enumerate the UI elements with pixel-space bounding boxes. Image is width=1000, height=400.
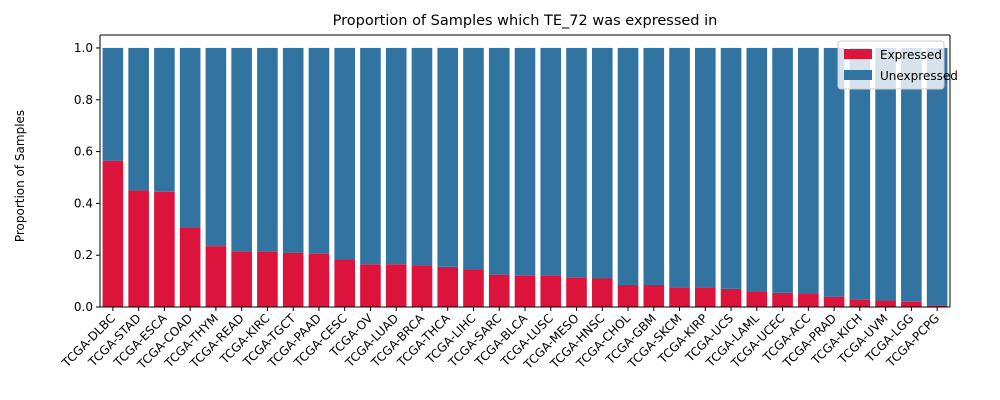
bar-expressed-tcga-coad	[179, 227, 201, 307]
bar-unexpressed-tcga-read	[231, 47, 252, 252]
bar-expressed-tcga-prad	[823, 296, 845, 307]
bar-expressed-tcga-ucec	[772, 292, 793, 307]
bar-expressed-tcga-hnsc	[591, 278, 613, 307]
bar-unexpressed-tcga-kich	[849, 47, 871, 300]
bar-expressed-tcga-luad	[385, 264, 407, 307]
y-axis-label: Proportion of Samples	[13, 110, 27, 242]
bar-unexpressed-tcga-coad	[179, 47, 201, 228]
y-tick-label: 0.6	[74, 145, 93, 159]
bar-unexpressed-tcga-lgg	[901, 47, 922, 302]
bar-expressed-tcga-laml	[746, 291, 768, 307]
bar-expressed-tcga-lihc	[463, 269, 484, 307]
bar-unexpressed-tcga-pcpg	[926, 47, 948, 306]
bar-unexpressed-tcga-tgct	[282, 47, 304, 253]
legend-label-unexpressed: Unexpressed	[880, 69, 958, 83]
bar-expressed-tcga-meso	[566, 277, 587, 307]
y-tick-label: 0.0	[74, 300, 93, 314]
bar-unexpressed-tcga-gbm	[643, 47, 665, 285]
y-tick-label: 0.8	[74, 93, 93, 107]
bar-unexpressed-tcga-luad	[385, 47, 407, 265]
bar-unexpressed-tcga-hnsc	[591, 47, 613, 279]
bar-expressed-tcga-paad	[308, 253, 330, 307]
bar-unexpressed-tcga-thca	[437, 47, 459, 267]
bar-expressed-tcga-brca	[411, 265, 433, 307]
bar-expressed-tcga-uvm	[875, 300, 896, 307]
bars-group	[102, 47, 948, 307]
bar-unexpressed-tcga-chol	[617, 47, 639, 285]
bar-expressed-tcga-kich	[849, 299, 871, 307]
bar-expressed-tcga-thym	[205, 246, 227, 307]
y-tick-label: 1.0	[74, 41, 93, 55]
bar-expressed-tcga-kirc	[257, 251, 278, 307]
y-tick-label: 0.2	[74, 248, 93, 262]
y-tick-label: 0.4	[74, 196, 93, 210]
bar-unexpressed-tcga-blca	[514, 47, 536, 276]
bar-expressed-tcga-ov	[360, 264, 381, 307]
bar-expressed-tcga-pcpg	[926, 305, 948, 307]
bar-unexpressed-tcga-esca	[154, 47, 175, 192]
bar-expressed-tcga-acc	[798, 294, 819, 307]
bar-expressed-tcga-ucs	[720, 288, 742, 307]
bar-unexpressed-tcga-lusc	[540, 47, 562, 276]
chart-title: Proportion of Samples which TE_72 was ex…	[333, 13, 718, 29]
bar-unexpressed-tcga-laml	[746, 47, 768, 292]
bar-expressed-tcga-lgg	[901, 301, 922, 307]
bar-unexpressed-tcga-paad	[308, 47, 330, 254]
legend-swatch-expressed	[844, 49, 872, 59]
bar-unexpressed-tcga-cesc	[334, 47, 355, 260]
bar-expressed-tcga-lusc	[540, 275, 562, 307]
legend-label-expressed: Expressed	[880, 48, 942, 62]
bar-unexpressed-tcga-lihc	[463, 47, 484, 270]
bar-expressed-tcga-chol	[617, 284, 639, 307]
legend: Expressed Unexpressed	[837, 40, 958, 90]
bar-unexpressed-tcga-kirp	[695, 47, 716, 288]
bar-expressed-tcga-kirp	[695, 287, 716, 307]
bar-unexpressed-tcga-uvm	[875, 47, 896, 301]
bar-unexpressed-tcga-prad	[823, 47, 845, 297]
bar-unexpressed-tcga-acc	[798, 47, 819, 295]
bar-expressed-tcga-dlbc	[102, 160, 124, 307]
bar-expressed-tcga-cesc	[334, 259, 355, 307]
bar-expressed-tcga-sarc	[488, 274, 510, 307]
bar-unexpressed-tcga-ov	[360, 47, 381, 265]
bar-expressed-tcga-blca	[514, 275, 536, 307]
legend-swatch-unexpressed	[844, 70, 872, 80]
bar-unexpressed-tcga-ucec	[772, 47, 793, 293]
bar-expressed-tcga-read	[231, 251, 252, 307]
bar-expressed-tcga-gbm	[643, 284, 665, 307]
bar-unexpressed-tcga-skcm	[669, 47, 690, 288]
bar-expressed-tcga-stad	[128, 190, 149, 307]
bar-unexpressed-tcga-ucs	[720, 47, 742, 289]
bar-expressed-tcga-skcm	[669, 287, 690, 307]
bar-expressed-tcga-tgct	[282, 252, 304, 307]
bar-unexpressed-tcga-brca	[411, 47, 433, 266]
bar-unexpressed-tcga-kirc	[257, 47, 278, 252]
bar-unexpressed-tcga-meso	[566, 47, 587, 278]
bar-unexpressed-tcga-stad	[128, 47, 149, 191]
bar-expressed-tcga-esca	[154, 191, 175, 307]
bar-expressed-tcga-thca	[437, 266, 459, 307]
bar-unexpressed-tcga-sarc	[488, 47, 510, 275]
bar-unexpressed-tcga-thym	[205, 47, 227, 247]
bar-unexpressed-tcga-dlbc	[102, 47, 124, 161]
